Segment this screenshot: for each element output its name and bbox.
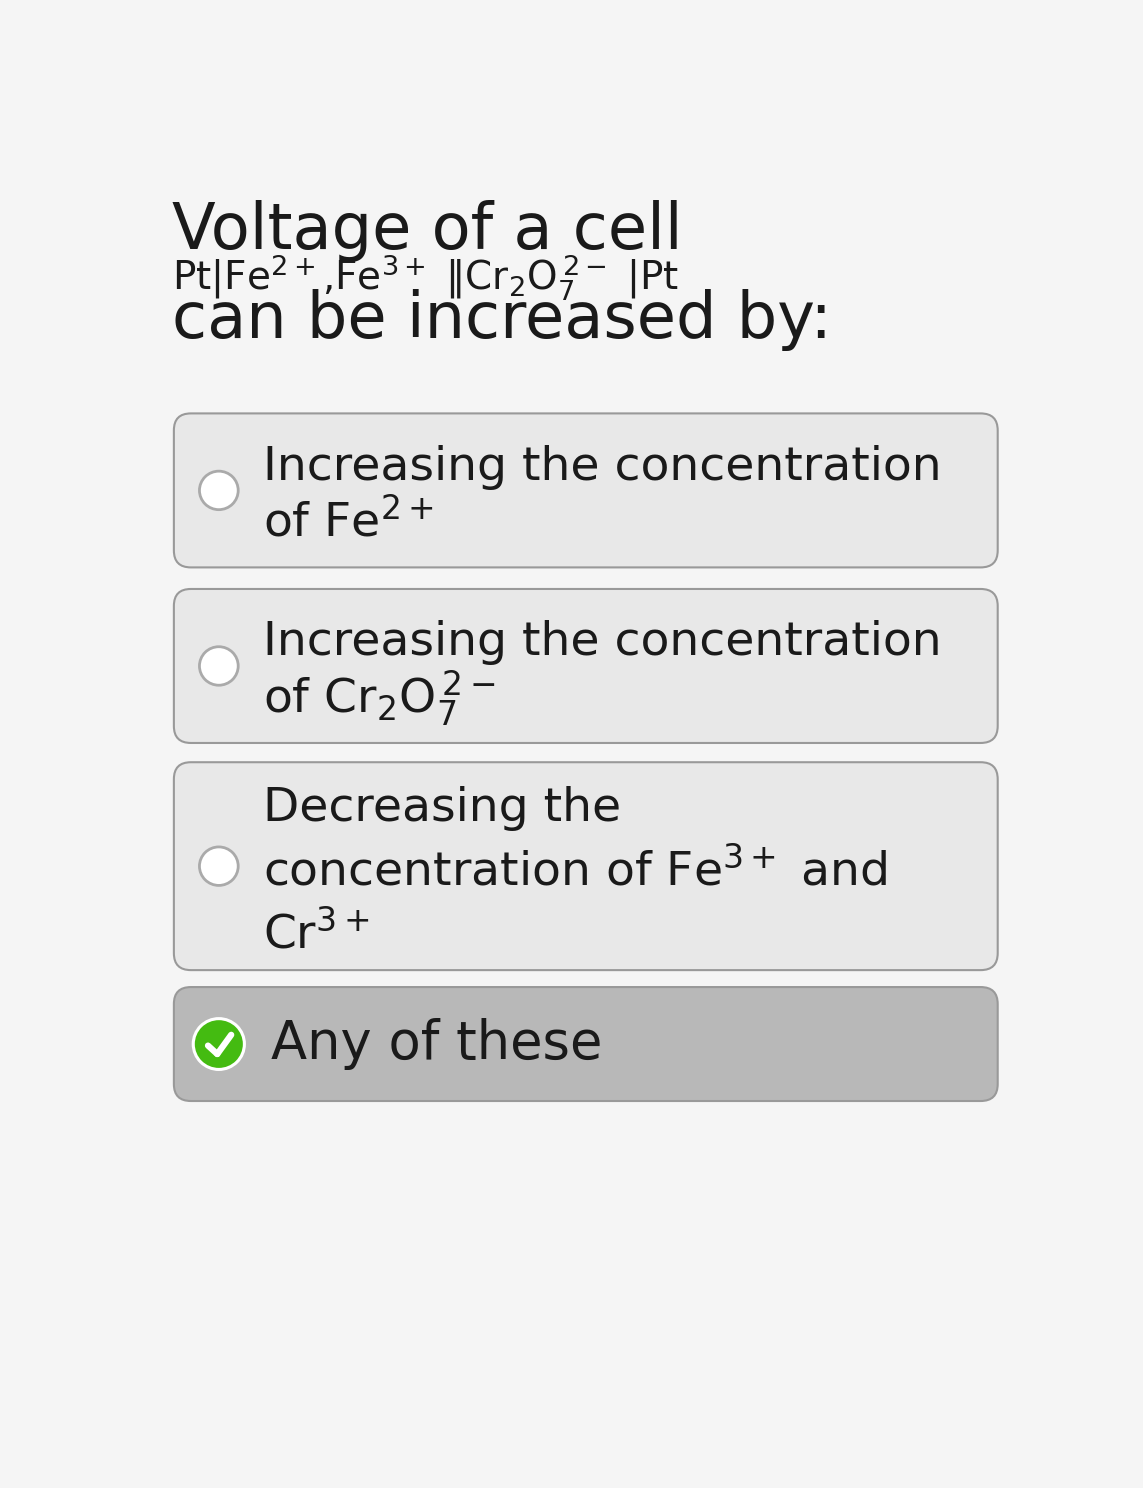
Text: Any of these: Any of these — [271, 1018, 602, 1070]
Circle shape — [199, 647, 238, 684]
FancyBboxPatch shape — [174, 414, 998, 567]
Circle shape — [192, 1018, 246, 1071]
Text: Decreasing the: Decreasing the — [263, 786, 621, 830]
Text: $\mathrm{Cr}^{3+}$: $\mathrm{Cr}^{3+}$ — [263, 911, 369, 958]
Text: Increasing the concentration: Increasing the concentration — [263, 620, 942, 665]
Text: concentration of $\mathrm{Fe}^{3+}$ and: concentration of $\mathrm{Fe}^{3+}$ and — [263, 848, 887, 896]
Text: of $\mathrm{Fe}^{2+}$: of $\mathrm{Fe}^{2+}$ — [263, 500, 434, 546]
Text: Pt$|$Fe$^{2+}$,Fe$^{3+}$ $\|$Cr$_2$O$_7^{\,2-}$ $|$Pt: Pt$|$Fe$^{2+}$,Fe$^{3+}$ $\|$Cr$_2$O$_7^… — [173, 253, 679, 302]
Text: of $\mathrm{Cr_2O_7^{\,2-}}$: of $\mathrm{Cr_2O_7^{\,2-}}$ — [263, 668, 495, 728]
FancyBboxPatch shape — [174, 762, 998, 970]
FancyBboxPatch shape — [174, 589, 998, 743]
Text: Increasing the concentration: Increasing the concentration — [263, 445, 942, 490]
Circle shape — [194, 1021, 242, 1068]
Text: Voltage of a cell: Voltage of a cell — [173, 199, 684, 262]
Circle shape — [199, 847, 238, 885]
Text: can be increased by:: can be increased by: — [173, 289, 832, 351]
FancyBboxPatch shape — [174, 987, 998, 1101]
Circle shape — [199, 472, 238, 510]
